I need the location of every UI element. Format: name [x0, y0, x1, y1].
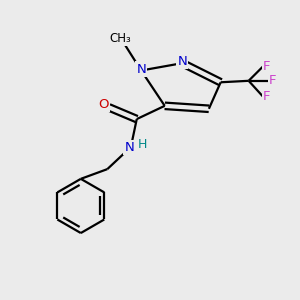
Text: F: F: [263, 91, 271, 103]
Text: CH₃: CH₃: [110, 32, 131, 45]
Text: N: N: [178, 55, 187, 68]
Text: O: O: [98, 98, 109, 111]
Text: N: N: [124, 141, 134, 154]
Text: H: H: [137, 138, 147, 151]
Text: F: F: [263, 60, 271, 73]
Text: N: N: [136, 62, 146, 76]
Text: F: F: [269, 74, 277, 87]
